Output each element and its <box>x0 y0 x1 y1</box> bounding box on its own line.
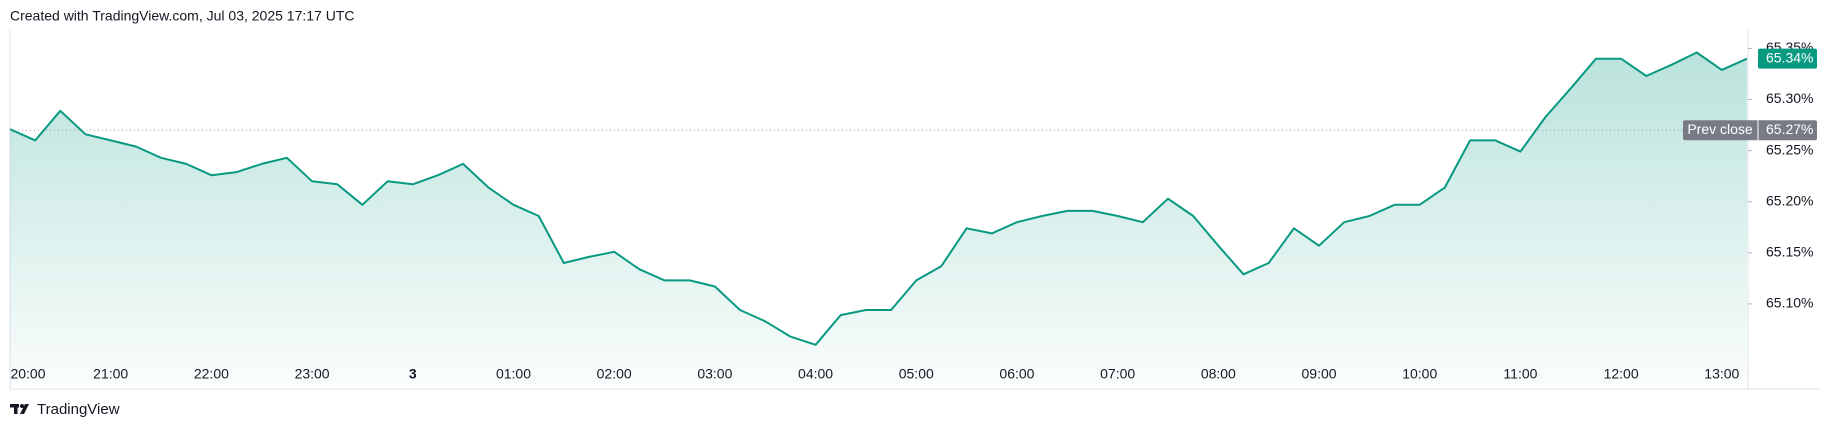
prev-close-label: 65.27% <box>1766 121 1813 137</box>
y-tick-label: 65.15% <box>1766 244 1813 260</box>
brand-name: TradingView <box>37 401 120 418</box>
last-price-badge <box>1758 48 1817 69</box>
y-tick-label: 65.20% <box>1766 192 1813 208</box>
brand-logo <box>10 404 29 414</box>
area-fill <box>10 52 1747 385</box>
prev-close-badge <box>1683 120 1817 141</box>
y-tick-label: 65.30% <box>1766 90 1813 106</box>
header-title: Created with TradingView.com, Jul 03, 20… <box>10 8 354 24</box>
last-price-label: 65.34% <box>1766 49 1813 65</box>
y-tick-label: 65.25% <box>1766 141 1813 157</box>
price-line <box>9 51 1748 346</box>
prev-close-name: Prev close <box>1687 121 1753 137</box>
y-tick-label: 65.10% <box>1766 295 1813 311</box>
